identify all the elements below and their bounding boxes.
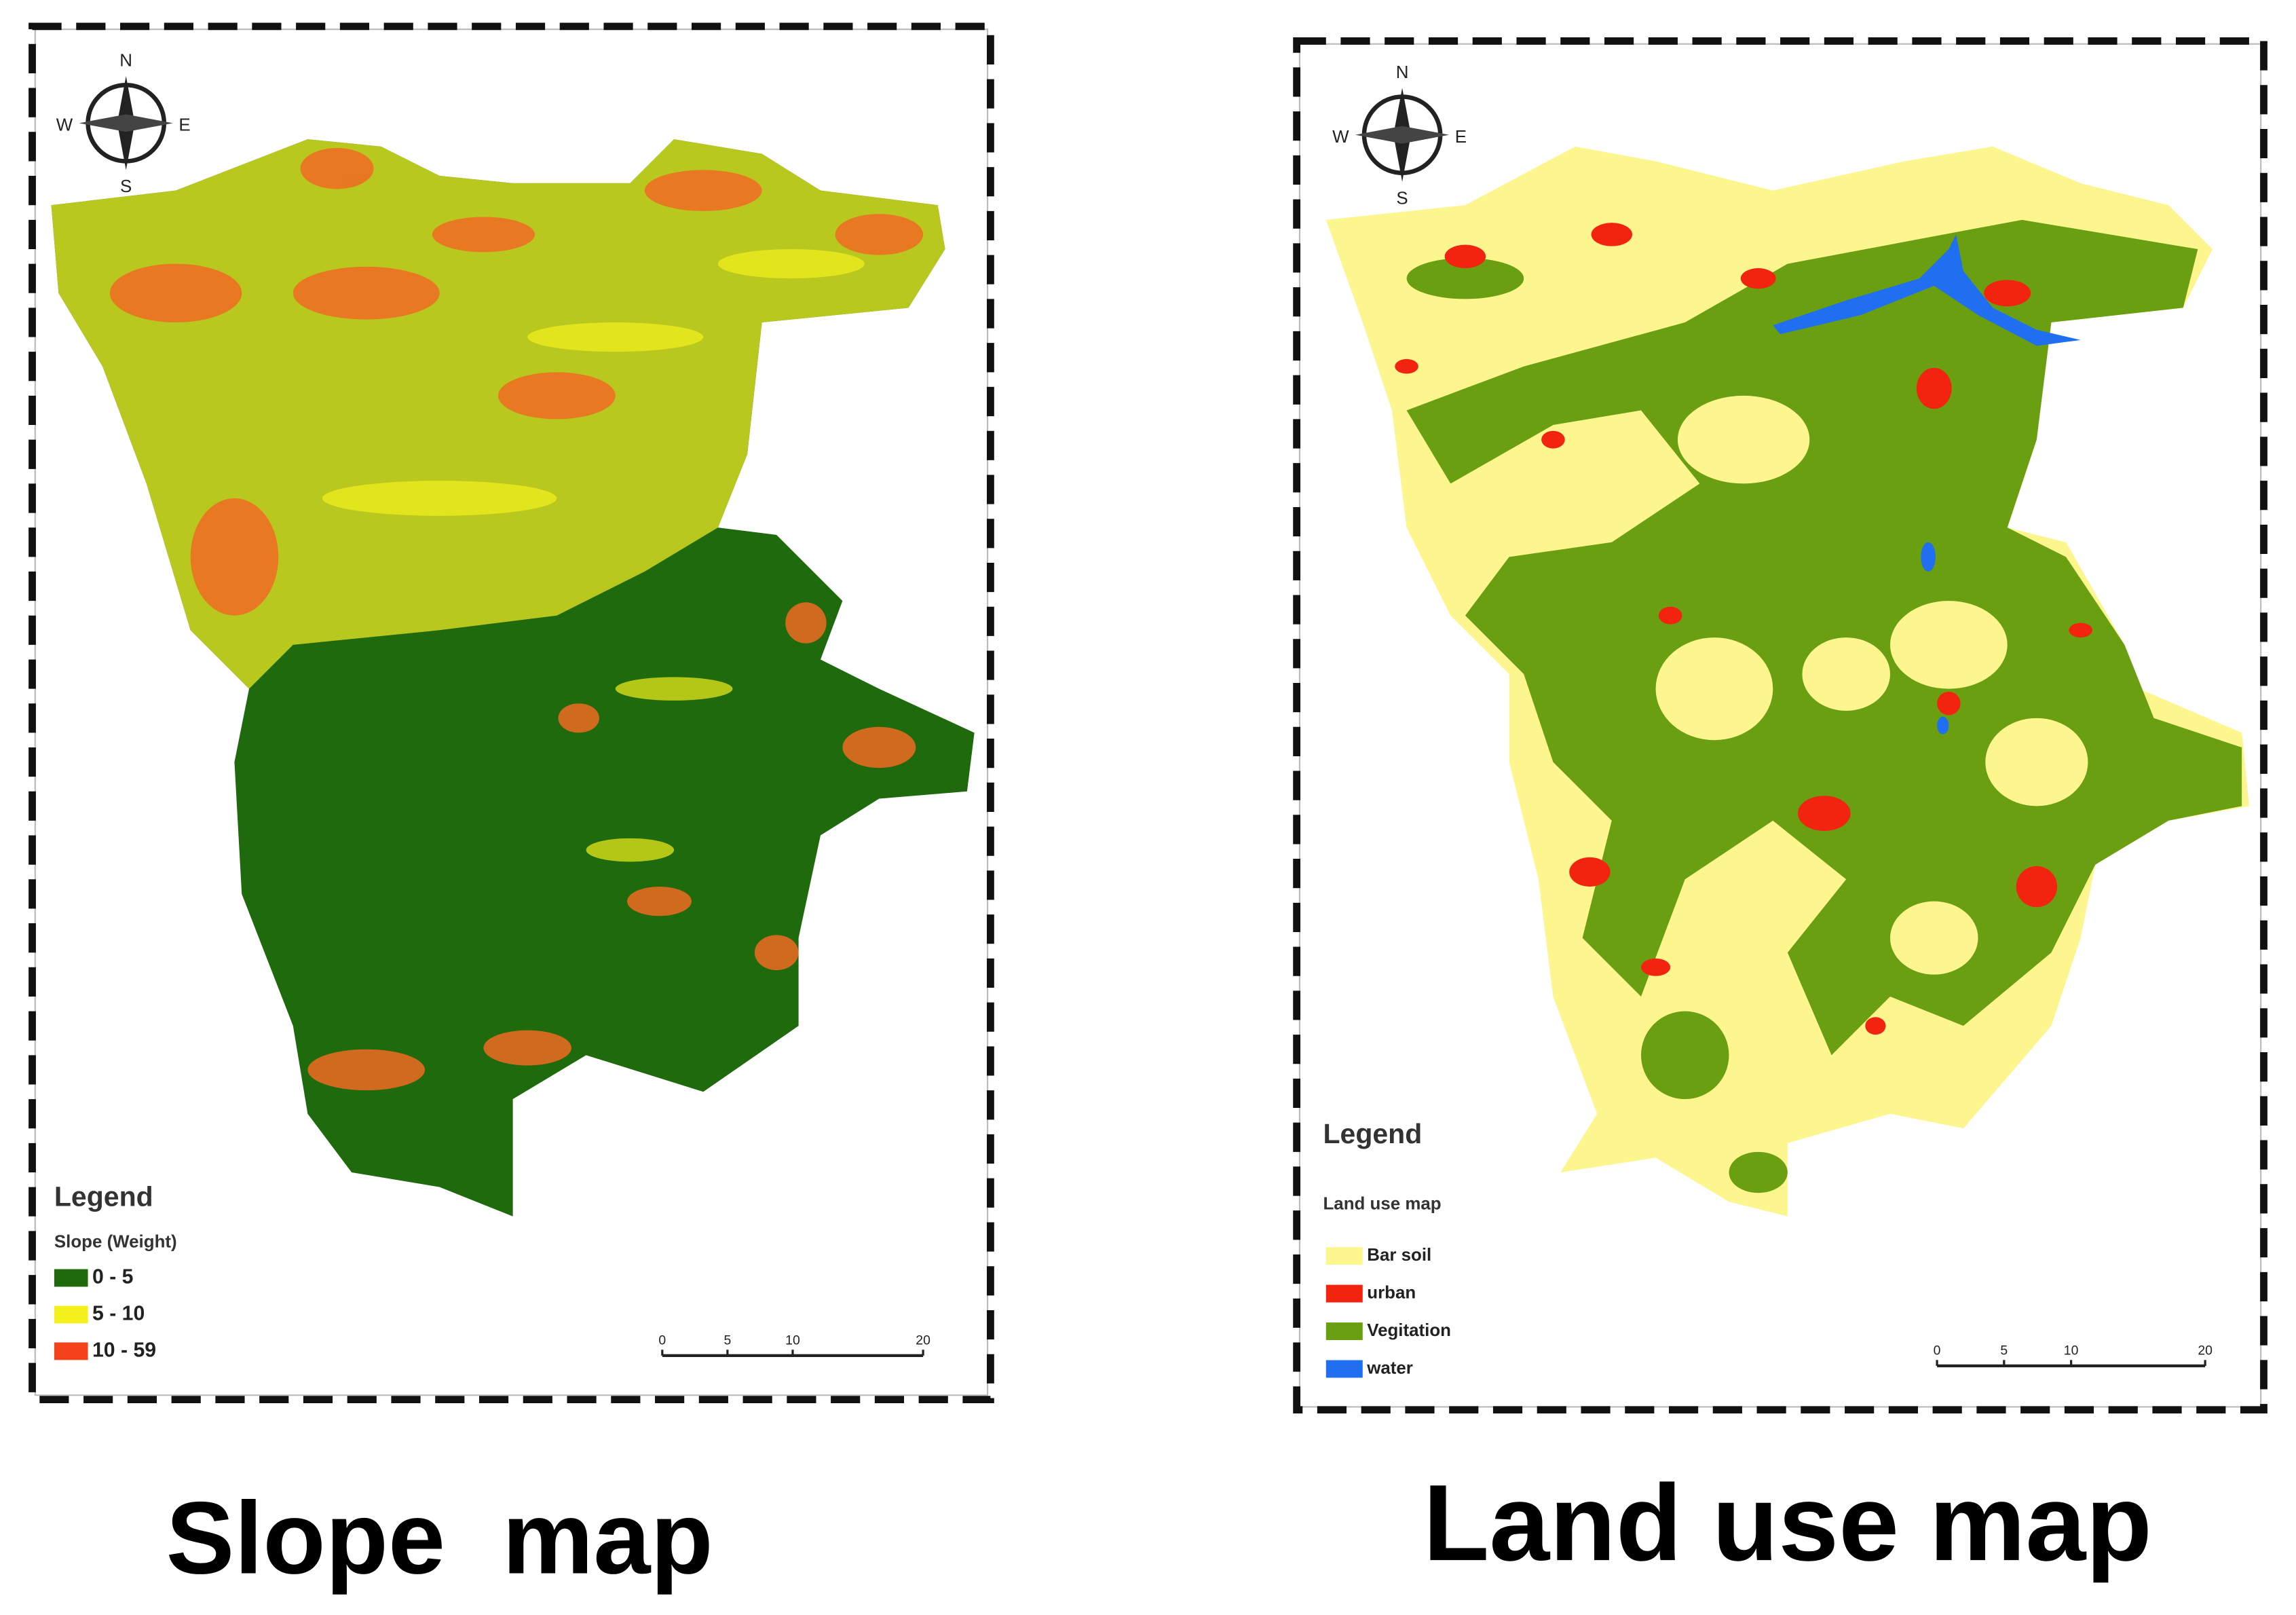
urban-areas bbox=[1395, 223, 2092, 1035]
legend-swatch bbox=[1325, 1247, 1363, 1265]
legend-subtitle: Slope (Weight) bbox=[54, 1233, 177, 1252]
legend-label: Bar soil bbox=[1367, 1246, 1431, 1265]
water-body bbox=[1921, 542, 1936, 572]
compass-s: S bbox=[1396, 189, 1408, 208]
scale-label: 20 bbox=[916, 1333, 930, 1348]
land-use-map: N S E W Legend Land use map Land use map bbox=[1293, 37, 2267, 1583]
legend-swatch bbox=[54, 1342, 88, 1360]
legend-swatch bbox=[1325, 1360, 1363, 1378]
map-frame bbox=[1293, 37, 2267, 1414]
legend-label: urban bbox=[1367, 1283, 1416, 1302]
water-body bbox=[1773, 234, 2081, 346]
compass-n: N bbox=[119, 52, 132, 71]
caption: Land use map bbox=[1423, 1462, 2152, 1583]
legend-title: Legend bbox=[1323, 1118, 1422, 1149]
compass-w: W bbox=[1332, 128, 1349, 147]
caption: Slope map bbox=[166, 1481, 713, 1595]
compass-w: W bbox=[56, 116, 73, 135]
compass-e: E bbox=[178, 116, 190, 135]
legend-swatch bbox=[1325, 1322, 1363, 1341]
legend-swatch bbox=[1325, 1284, 1363, 1303]
compass: N S E W bbox=[56, 52, 191, 197]
compass-s: S bbox=[120, 177, 132, 196]
scale-label: 5 bbox=[723, 1333, 731, 1348]
legend-label: 10 - 59 bbox=[92, 1339, 156, 1361]
scale-label: 0 bbox=[1934, 1343, 1941, 1358]
scale-label: 20 bbox=[2198, 1343, 2213, 1358]
scale-label: 10 bbox=[2064, 1343, 2079, 1358]
legend-subtitle: Land use map bbox=[1323, 1194, 1441, 1213]
steep-areas bbox=[109, 148, 924, 1091]
legend-title: Legend bbox=[54, 1181, 153, 1212]
scale-label: 5 bbox=[2000, 1343, 2008, 1358]
moderate-areas bbox=[322, 248, 865, 862]
legend-label: water bbox=[1366, 1358, 1413, 1377]
legend-label: 5 - 10 bbox=[92, 1302, 145, 1324]
legend-swatch bbox=[54, 1269, 88, 1287]
legend-label: Vegitation bbox=[1367, 1321, 1451, 1340]
water-body bbox=[1937, 716, 1949, 735]
compass-e: E bbox=[1455, 128, 1467, 147]
compass-n: N bbox=[1396, 63, 1409, 82]
legend-label: 0 - 5 bbox=[92, 1265, 133, 1288]
slope-map: N S E W Legend Slope (Weight) Slope map bbox=[29, 22, 994, 1595]
map-frame bbox=[29, 22, 994, 1404]
scale-label: 10 bbox=[785, 1333, 800, 1348]
bare-soil-patches bbox=[1655, 395, 2088, 975]
scale-label: 0 bbox=[658, 1333, 666, 1348]
legend-swatch bbox=[54, 1305, 88, 1324]
